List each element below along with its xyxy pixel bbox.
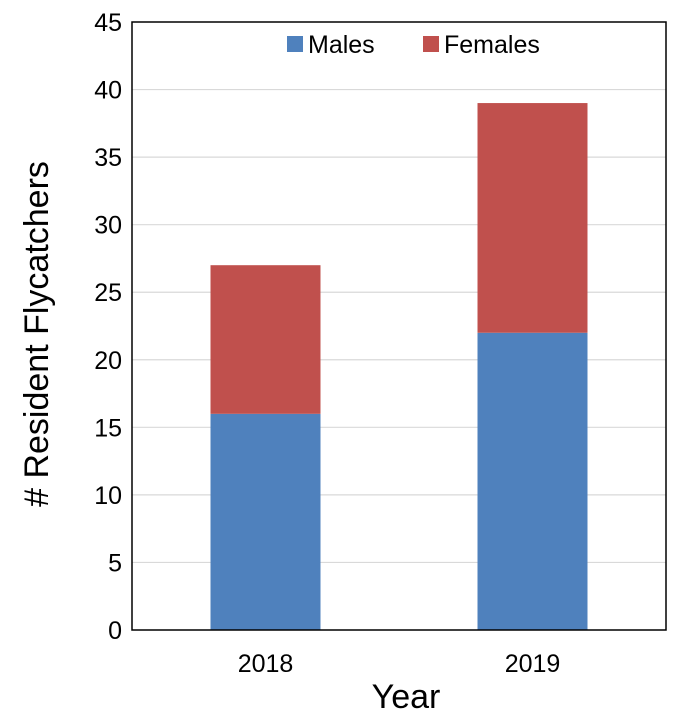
legend-label-males: Males [308,31,375,59]
x-axis-ticks: 2018 2019 [238,650,561,678]
x-tick-label: 2018 [238,650,294,678]
y-tick-label: 35 [94,144,122,172]
y-tick-label: 40 [94,77,122,105]
legend-swatch-males [287,36,303,52]
bar-males-2019 [477,332,588,630]
plot-frame [131,21,667,631]
bar-males-2018 [210,413,321,630]
y-tick-label: 25 [94,279,122,307]
y-tick-label: 15 [94,414,122,442]
y-tick-label: 10 [94,482,122,510]
bar-females-2018 [210,265,321,414]
bar-females-2019 [477,103,588,333]
y-axis-ticks: 0 5 10 15 20 25 30 35 40 45 [94,9,122,645]
x-axis-title: Year [372,678,441,716]
y-axis-title: # Resident Flycatchers [18,161,56,507]
legend: Males Females [287,31,540,59]
y-tick-label: 45 [94,9,122,37]
y-tick-label: 30 [94,212,122,240]
legend-label-females: Females [444,31,540,59]
y-tick-label: 0 [108,617,122,645]
x-tick-label: 2019 [505,650,561,678]
y-tick-label: 5 [108,549,122,577]
y-tick-label: 20 [94,347,122,375]
legend-swatch-females [423,36,439,52]
bars [210,103,588,630]
